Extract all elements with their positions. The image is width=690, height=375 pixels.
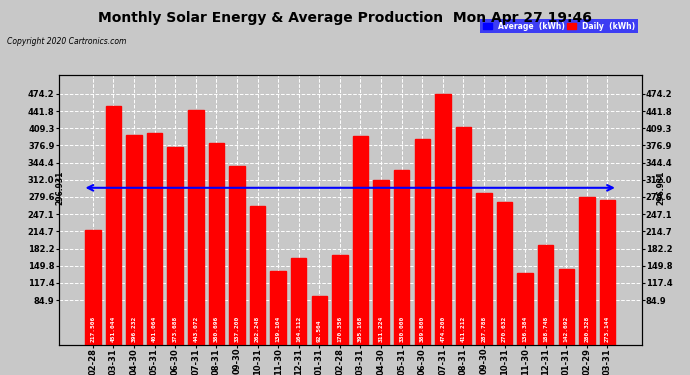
Bar [497, 202, 512, 345]
Bar [106, 106, 121, 345]
Bar [188, 110, 204, 345]
Text: 139.104: 139.104 [275, 316, 281, 342]
Bar [168, 147, 183, 345]
Text: 262.248: 262.248 [255, 316, 260, 342]
Text: 170.356: 170.356 [337, 316, 342, 342]
Bar [353, 136, 368, 345]
Bar [147, 133, 162, 345]
Bar [85, 230, 101, 345]
Bar [600, 200, 615, 345]
Text: 217.506: 217.506 [90, 316, 95, 342]
Bar [518, 273, 533, 345]
Text: 273.144: 273.144 [605, 316, 610, 342]
Bar [291, 258, 306, 345]
Bar [476, 193, 492, 345]
Text: 142.692: 142.692 [564, 316, 569, 342]
Text: 330.000: 330.000 [399, 316, 404, 342]
Bar [332, 255, 348, 345]
Text: 92.564: 92.564 [317, 320, 322, 342]
Text: 296.931: 296.931 [55, 171, 64, 205]
Bar [435, 94, 451, 345]
Text: 395.168: 395.168 [358, 316, 363, 342]
Bar [579, 196, 595, 345]
Bar [538, 245, 553, 345]
Bar [373, 180, 388, 345]
Text: 136.384: 136.384 [522, 316, 528, 342]
Bar [415, 139, 430, 345]
Bar [455, 127, 471, 345]
Bar [394, 170, 409, 345]
Text: 287.788: 287.788 [482, 316, 486, 342]
Legend: Average  (kWh), Daily  (kWh): Average (kWh), Daily (kWh) [480, 20, 638, 33]
Bar [270, 272, 286, 345]
Text: Monthly Solar Energy & Average Production  Mon Apr 27 19:46: Monthly Solar Energy & Average Productio… [98, 11, 592, 25]
Text: 337.200: 337.200 [235, 316, 239, 342]
Bar [208, 144, 224, 345]
Text: 373.688: 373.688 [172, 316, 178, 342]
Text: 270.632: 270.632 [502, 316, 507, 342]
Text: 164.112: 164.112 [296, 316, 302, 342]
Text: Copyright 2020 Cartronics.com: Copyright 2020 Cartronics.com [7, 38, 126, 46]
Text: 451.044: 451.044 [111, 316, 116, 342]
Bar [250, 206, 265, 345]
Bar [229, 166, 245, 345]
Text: 188.748: 188.748 [543, 316, 549, 342]
Text: 401.064: 401.064 [152, 316, 157, 342]
Text: 311.224: 311.224 [379, 316, 384, 342]
Text: 280.328: 280.328 [584, 316, 589, 342]
Text: 474.200: 474.200 [440, 316, 445, 342]
Bar [559, 270, 574, 345]
Text: 443.072: 443.072 [193, 316, 198, 342]
Text: 389.800: 389.800 [420, 316, 425, 342]
Text: 411.212: 411.212 [461, 316, 466, 342]
Text: 380.696: 380.696 [214, 316, 219, 342]
Text: 296.931: 296.931 [656, 171, 665, 205]
Bar [126, 135, 141, 345]
Text: 396.232: 396.232 [132, 316, 137, 342]
Bar [312, 296, 327, 345]
